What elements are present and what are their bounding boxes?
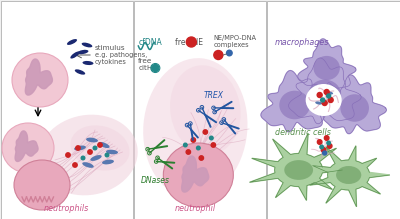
Polygon shape [15, 131, 38, 161]
Ellipse shape [336, 166, 361, 184]
Ellipse shape [98, 142, 110, 148]
Circle shape [324, 90, 329, 95]
Ellipse shape [82, 162, 94, 168]
Text: cfDNA: cfDNA [138, 38, 162, 47]
Text: e.g. pathogens,: e.g. pathogens, [95, 52, 147, 58]
Circle shape [211, 143, 216, 147]
Polygon shape [288, 58, 361, 124]
Text: dendritic cells: dendritic cells [275, 128, 330, 137]
Bar [0, 0, 133, 219]
Circle shape [317, 92, 322, 97]
Text: free NE: free NE [175, 38, 203, 47]
Ellipse shape [163, 143, 233, 207]
Ellipse shape [308, 79, 341, 110]
Circle shape [186, 37, 196, 47]
Text: cytokines: cytokines [95, 59, 127, 65]
Ellipse shape [340, 94, 369, 122]
Circle shape [191, 138, 196, 142]
Circle shape [81, 156, 85, 160]
Polygon shape [182, 156, 209, 192]
Circle shape [327, 141, 330, 145]
Circle shape [323, 151, 327, 155]
Circle shape [152, 65, 159, 71]
Polygon shape [25, 59, 52, 95]
Circle shape [199, 156, 204, 160]
Circle shape [66, 153, 70, 157]
Ellipse shape [106, 150, 118, 154]
Text: NE/MPO-DNA: NE/MPO-DNA [213, 35, 256, 41]
Ellipse shape [315, 101, 322, 105]
Text: citH3: citH3 [138, 65, 157, 71]
Polygon shape [250, 133, 342, 200]
Ellipse shape [78, 50, 88, 54]
Circle shape [324, 136, 329, 140]
Circle shape [320, 145, 324, 149]
Circle shape [321, 98, 325, 102]
Ellipse shape [75, 69, 85, 75]
Circle shape [328, 97, 333, 102]
Circle shape [321, 148, 326, 152]
Text: free: free [138, 58, 153, 64]
Text: neutrophil: neutrophil [175, 204, 216, 213]
Ellipse shape [70, 51, 80, 58]
Circle shape [317, 140, 322, 144]
Polygon shape [298, 39, 356, 91]
Ellipse shape [12, 53, 68, 107]
Circle shape [73, 163, 77, 167]
Polygon shape [323, 75, 386, 134]
Text: macrophages: macrophages [275, 38, 329, 47]
Circle shape [210, 136, 213, 140]
Text: TREX: TREX [203, 91, 223, 100]
Circle shape [93, 146, 97, 150]
Polygon shape [261, 71, 329, 132]
Circle shape [98, 143, 102, 147]
Ellipse shape [82, 43, 92, 47]
Text: stimulus: stimulus [95, 45, 126, 51]
Ellipse shape [90, 155, 102, 161]
Ellipse shape [82, 61, 94, 65]
Circle shape [184, 143, 187, 147]
Ellipse shape [279, 91, 310, 119]
Ellipse shape [326, 91, 333, 95]
Ellipse shape [143, 58, 248, 198]
Ellipse shape [284, 160, 313, 180]
Ellipse shape [70, 125, 130, 171]
Ellipse shape [86, 138, 98, 142]
Circle shape [196, 146, 200, 150]
Circle shape [322, 101, 327, 106]
Ellipse shape [74, 146, 86, 150]
Ellipse shape [38, 115, 138, 195]
Text: complexes: complexes [213, 42, 249, 48]
Ellipse shape [2, 123, 54, 173]
Circle shape [186, 150, 190, 154]
Bar [134, 0, 266, 219]
Ellipse shape [102, 160, 114, 164]
Circle shape [105, 153, 109, 157]
Ellipse shape [306, 84, 342, 116]
Polygon shape [310, 146, 390, 207]
Text: neutrophils: neutrophils [43, 204, 89, 213]
Circle shape [203, 130, 208, 134]
Circle shape [76, 146, 80, 150]
Bar [267, 0, 400, 219]
Circle shape [226, 50, 232, 56]
Circle shape [327, 144, 332, 148]
Ellipse shape [14, 160, 70, 210]
Ellipse shape [170, 65, 241, 155]
Ellipse shape [67, 39, 77, 45]
Text: DNases: DNases [141, 176, 170, 185]
Circle shape [327, 94, 331, 98]
Circle shape [88, 150, 92, 154]
Ellipse shape [314, 56, 340, 80]
Circle shape [214, 51, 223, 60]
